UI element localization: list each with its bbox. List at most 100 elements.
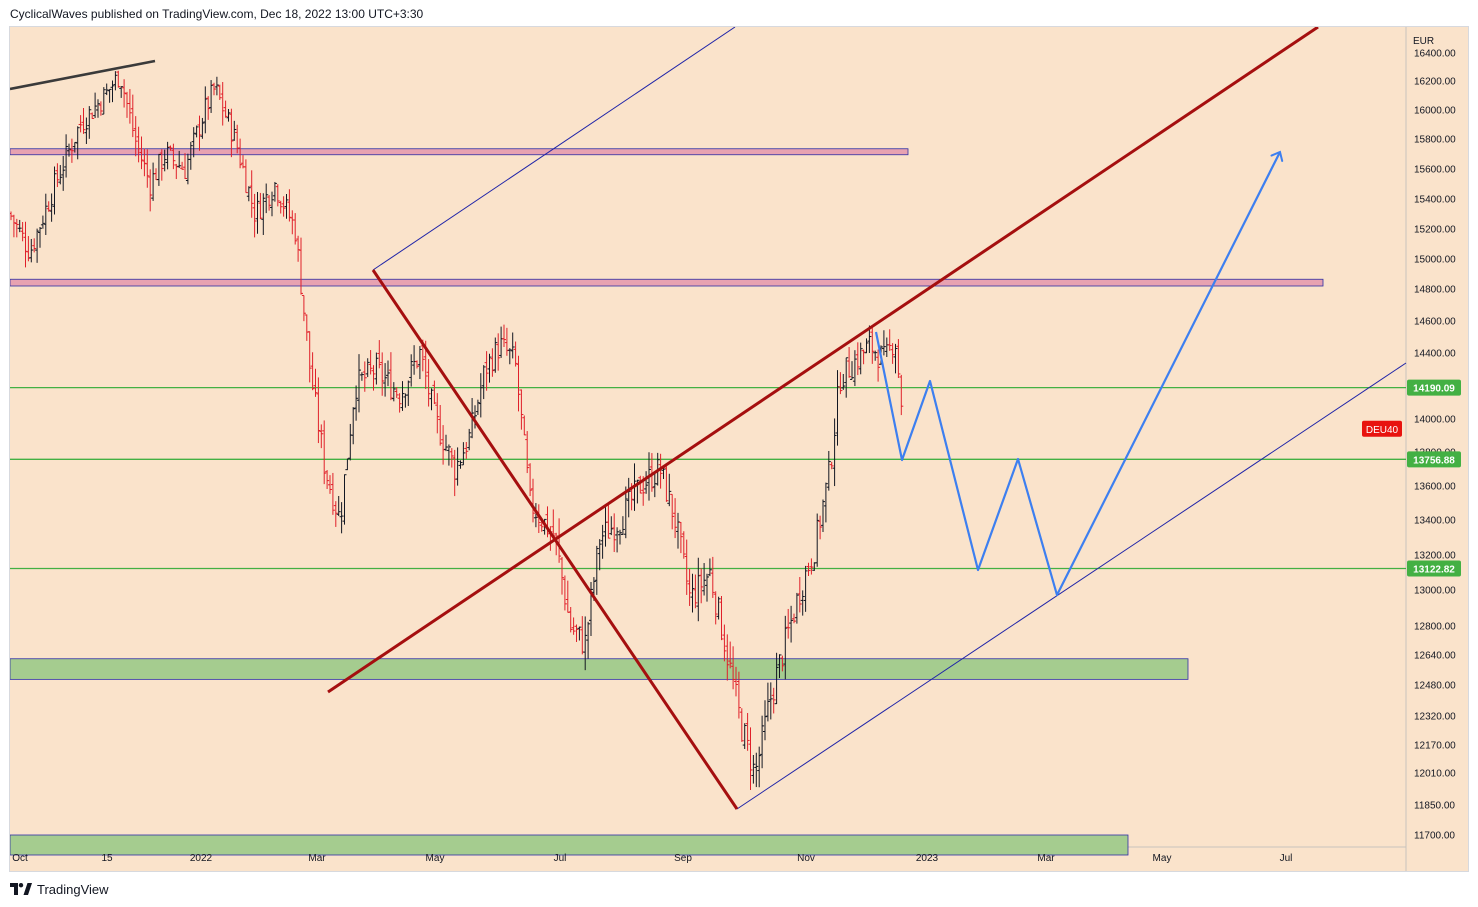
projected-path-arrow[interactable] — [874, 150, 1284, 597]
ohlc-bar — [765, 682, 770, 722]
price-tick-label: 15800.00 — [1414, 135, 1456, 146]
red-rising-channel-line[interactable] — [327, 27, 1319, 694]
ohlc-bar — [316, 377, 321, 444]
ohlc-bar — [751, 755, 756, 784]
price-tick-label: 16200.00 — [1414, 77, 1456, 88]
red-falling-line[interactable] — [371, 269, 739, 810]
time-tick-label: Oct — [12, 853, 28, 864]
symbol-badge[interactable]: DEU40 — [1362, 420, 1402, 437]
ohlc-bar — [438, 405, 443, 446]
ohlc-bar — [249, 170, 254, 218]
ohlc-bar — [58, 165, 63, 185]
ohlc-bar — [644, 471, 649, 494]
ohlc-bar — [574, 624, 579, 642]
ohlc-bar — [377, 340, 382, 369]
ohlc-bar — [693, 574, 698, 609]
ohlc-bar — [461, 442, 466, 466]
ohlc-bar — [626, 477, 631, 518]
ohlc-bar — [348, 423, 353, 461]
ohlc-bar — [191, 127, 196, 158]
ohlc-bar — [391, 382, 396, 402]
ohlc-bar — [809, 558, 814, 575]
ohlc-bar — [226, 108, 231, 122]
ohlc-bar — [180, 161, 185, 170]
price-level-labels: 14190.09 13756.88 13122.82 DEU40 — [1362, 379, 1461, 577]
ohlc-bar — [127, 89, 132, 124]
ohlc-bar — [69, 138, 74, 163]
ohlc-bar — [800, 590, 805, 616]
ohlc-bar — [130, 94, 135, 138]
ohlc-bar — [330, 472, 335, 515]
ohlc-bar — [388, 352, 393, 401]
ohlc-bar — [142, 148, 147, 177]
blue-channel-lower-line[interactable] — [736, 362, 1407, 810]
time-axis[interactable]: Oct 15 2022 Mar May Jul Sep Nov 2023 Mar May Jul — [12, 853, 1292, 864]
ohlc-bar — [107, 88, 112, 103]
ohlc-bar — [209, 80, 214, 113]
ohlc-bar — [458, 460, 463, 469]
ohlc-bar — [197, 115, 202, 151]
ohlc-bar — [415, 360, 419, 369]
ohlc-bar — [681, 531, 686, 559]
price-tick-label: 12800.00 — [1414, 622, 1456, 633]
price-tick-label: 13000.00 — [1414, 586, 1456, 597]
currency-label: EUR — [1413, 36, 1434, 47]
ohlc-bar — [887, 329, 892, 351]
ohlc-bar — [38, 226, 42, 248]
ohlc-bar — [258, 192, 263, 220]
ohlc-bar — [342, 474, 347, 525]
ohlc-bar — [267, 195, 272, 211]
ohlc-bar — [649, 453, 654, 492]
ohlc-bar — [736, 671, 741, 719]
ohlc-bar — [162, 149, 167, 172]
price-tick-label: 11700.00 — [1414, 831, 1455, 842]
price-tick-label: 15400.00 — [1414, 195, 1456, 206]
ohlc-bar — [261, 193, 266, 235]
price-axis[interactable]: EUR 16400.00 16200.00 16000.00 15800.00 15600… — [1413, 36, 1456, 842]
level-price-label: 13122.82 — [1407, 560, 1461, 577]
support-zone[interactable] — [10, 834, 1129, 856]
upper-left-trendline[interactable] — [10, 59, 156, 91]
price-tick-label: 14800.00 — [1414, 285, 1456, 296]
ohlc-bar — [67, 143, 71, 157]
ohlc-bar — [600, 524, 605, 559]
chart-frame[interactable]: EUR 16400.00 16200.00 16000.00 15800.00 15600… — [9, 26, 1469, 872]
ohlc-bar — [412, 345, 417, 375]
ohlc-bar — [507, 348, 512, 365]
ohlc-bar — [325, 470, 330, 489]
price-tick-label: 12010.00 — [1414, 769, 1456, 780]
ohlc-bar — [322, 420, 327, 485]
ohlc-bar — [29, 238, 34, 263]
ohlc-bar — [238, 138, 243, 169]
ohlc-bar — [55, 163, 60, 188]
ohlc-bar — [52, 166, 57, 215]
ohlc-bar — [272, 181, 277, 202]
price-chart[interactable]: EUR 16400.00 16200.00 16000.00 15800.00 15600… — [10, 27, 1468, 871]
level-price-label: 13756.88 — [1407, 451, 1461, 468]
ohlc-bar — [40, 215, 45, 229]
ohlc-bar — [296, 235, 301, 262]
tradingview-logo-icon — [10, 883, 32, 895]
ohlc-bar — [217, 84, 222, 100]
ohlc-bar — [560, 557, 564, 595]
blue-channel-upper-line[interactable] — [372, 27, 736, 271]
resistance-zone[interactable] — [10, 278, 1324, 287]
price-tick-label: 13600.00 — [1414, 482, 1456, 493]
time-tick-label: May — [426, 853, 445, 864]
ohlc-bar — [281, 196, 286, 217]
resistance-zone[interactable] — [10, 148, 909, 156]
ohlc-bar — [98, 101, 103, 116]
support-zone[interactable] — [10, 658, 1189, 680]
ohlc-bar — [745, 712, 750, 751]
ohlc-bar — [652, 473, 657, 498]
ohlc-bar — [742, 723, 747, 750]
ohlc-bar — [403, 393, 408, 408]
ohlc-bar — [844, 357, 849, 398]
ohlc-bar — [705, 573, 709, 602]
ohlc-bar — [203, 86, 208, 134]
ohlc-bar — [638, 475, 643, 494]
ohlc-bar — [449, 448, 454, 468]
ohlc-bar — [183, 153, 187, 180]
ohlc-bar — [23, 221, 28, 268]
ohlc-bar — [722, 624, 727, 662]
